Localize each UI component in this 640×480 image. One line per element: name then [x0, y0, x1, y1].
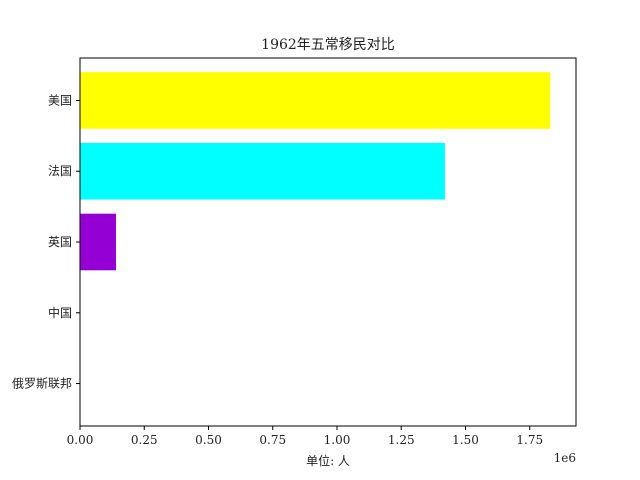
x-tick-label-5: 1.25: [388, 433, 415, 447]
y-tick-label-4: 美国: [48, 93, 72, 107]
x-tick-label-0: 0.00: [67, 433, 94, 447]
y-tick-label-0: 俄罗斯联邦: [12, 377, 72, 391]
x-tick-label-1: 0.25: [131, 433, 158, 447]
x-tick-label-6: 1.50: [452, 433, 479, 447]
x-tick-label-2: 0.50: [195, 433, 222, 447]
y-axis: 俄罗斯联邦 中国 英国 法国 美国: [12, 93, 80, 391]
y-tick-label-3: 法国: [48, 164, 72, 178]
bar-3: [80, 142, 445, 200]
x-tick-label-7: 1.75: [516, 433, 543, 447]
y-tick-label-2: 英国: [48, 235, 72, 249]
bar-4: [80, 72, 551, 129]
x-axis-offset-label: 1e6: [554, 451, 576, 465]
x-axis-label: 单位: 人: [306, 453, 350, 468]
y-tick-label-1: 中国: [48, 305, 72, 320]
bar-2: [80, 213, 116, 271]
x-axis: 0.00 0.25 0.50 0.75 1.00 1.25 1.50 1.75: [67, 426, 543, 447]
x-tick-label-3: 0.75: [259, 433, 286, 447]
chart-title: 1962年五常移民对比: [261, 37, 395, 53]
bars-group: [80, 72, 551, 271]
x-tick-label-4: 1.00: [324, 433, 351, 447]
